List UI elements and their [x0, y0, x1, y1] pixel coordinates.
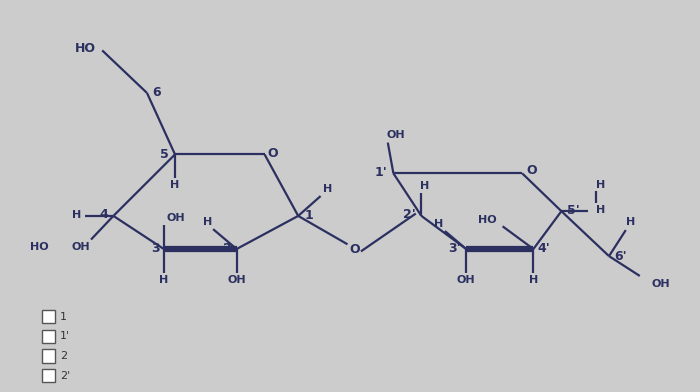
Text: O: O [349, 243, 360, 256]
Text: OH: OH [71, 241, 90, 252]
Text: 2: 2 [60, 351, 67, 361]
Text: H: H [419, 181, 429, 191]
Text: 6': 6' [615, 250, 627, 263]
Text: H: H [596, 180, 606, 190]
Text: H: H [159, 275, 169, 285]
Text: OH: OH [228, 275, 246, 285]
Text: 1: 1 [305, 209, 314, 222]
Text: 1: 1 [60, 312, 67, 322]
Text: 3: 3 [150, 241, 160, 254]
Text: H: H [203, 217, 212, 227]
Text: HO: HO [74, 42, 95, 54]
Text: OH: OH [457, 275, 475, 285]
Text: H: H [433, 220, 443, 229]
Text: 2': 2' [60, 370, 71, 381]
Text: OH: OH [651, 279, 670, 289]
Text: O: O [267, 147, 278, 160]
Text: 4: 4 [99, 209, 108, 221]
Text: H: H [170, 180, 180, 190]
Text: 1': 1' [375, 166, 388, 179]
Text: O: O [526, 165, 538, 178]
Text: H: H [626, 217, 635, 227]
Text: 3': 3' [448, 241, 461, 254]
Text: HO: HO [478, 215, 497, 225]
Text: H: H [323, 184, 332, 194]
Text: 1': 1' [60, 331, 70, 341]
Text: OH: OH [167, 213, 186, 223]
Text: 2': 2' [403, 209, 416, 221]
Text: 6: 6 [153, 87, 161, 100]
Text: HO: HO [30, 241, 49, 252]
Text: 2: 2 [223, 241, 232, 254]
Text: H: H [528, 275, 538, 285]
Text: H: H [596, 205, 606, 215]
Text: H: H [72, 210, 82, 220]
Text: 5: 5 [160, 148, 168, 161]
Text: 5': 5' [567, 204, 580, 217]
Text: 4': 4' [538, 241, 551, 254]
Text: OH: OH [387, 130, 405, 140]
